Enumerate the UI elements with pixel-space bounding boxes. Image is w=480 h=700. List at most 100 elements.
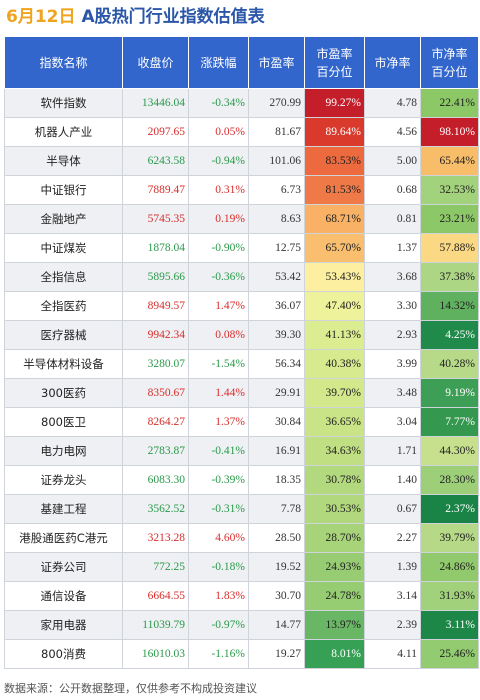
index-name-cell: 全指医药 (4, 291, 123, 321)
index-name-cell: 中证银行 (4, 175, 123, 205)
title-text: A股热门行业指数估值表 (81, 7, 265, 27)
pb-percentile-cell: 40.28% (420, 349, 479, 379)
pe-cell: 19.52 (248, 552, 305, 582)
pe-percentile-cell: 39.70% (304, 378, 365, 408)
pb-percentile-cell: 37.38% (420, 262, 479, 292)
change-pct-cell: -0.18% (188, 552, 249, 582)
table-row: 中证煤炭 1878.04 -0.90% 12.75 65.70% 1.37 57.88% (4, 233, 479, 263)
change-pct-cell: 1.44% (188, 378, 249, 408)
close-price-cell: 7889.47 (122, 175, 189, 205)
table-row: 证券公司 772.25 -0.18% 19.52 24.93% 1.39 24.86% (4, 552, 479, 582)
col-header-pb-percentile: 市净率 百分位 (420, 36, 479, 89)
pe-cell: 19.27 (248, 639, 305, 669)
table-row: 电力电网 2783.87 -0.41% 16.91 34.63% 1.71 44.30% (4, 436, 479, 466)
title-date: 6月12日 (6, 7, 76, 27)
close-price-cell: 5745.35 (122, 204, 189, 234)
pe-cell: 30.70 (248, 581, 305, 611)
change-pct-cell: -0.94% (188, 146, 249, 176)
index-name-cell: 医疗器械 (4, 320, 123, 350)
pb-cell: 2.93 (364, 320, 421, 350)
table-row: 中证银行 7889.47 0.31% 6.73 81.53% 0.68 32.53% (4, 175, 479, 205)
pe-cell: 14.77 (248, 610, 305, 640)
close-price-cell: 8264.27 (122, 407, 189, 437)
change-pct-cell: -1.16% (188, 639, 249, 669)
col-header-name: 指数名称 (4, 36, 123, 89)
index-name-cell: 家用电器 (4, 610, 123, 640)
pe-cell: 39.30 (248, 320, 305, 350)
close-price-cell: 2783.87 (122, 436, 189, 466)
pb-percentile-cell: 28.30% (420, 465, 479, 495)
change-pct-cell: 1.83% (188, 581, 249, 611)
pb-percentile-cell: 32.53% (420, 175, 479, 205)
table-row: 证券龙头 6083.30 -0.39% 18.35 30.78% 1.40 28.30% (4, 465, 479, 495)
change-pct-cell: 1.37% (188, 407, 249, 437)
close-price-cell: 3562.52 (122, 494, 189, 524)
pe-percentile-cell: 89.64% (304, 117, 365, 147)
pe-percentile-cell: 13.97% (304, 610, 365, 640)
pb-percentile-cell: 25.46% (420, 639, 479, 669)
pe-percentile-cell: 30.53% (304, 494, 365, 524)
pb-percentile-cell: 7.77% (420, 407, 479, 437)
index-name-cell: 基建工程 (4, 494, 123, 524)
close-price-cell: 3213.28 (122, 523, 189, 553)
table-row: 基建工程 3562.52 -0.31% 7.78 30.53% 0.67 2.37% (4, 494, 479, 524)
pb-cell: 4.56 (364, 117, 421, 147)
col-header-close: 收盘价 (122, 36, 189, 89)
change-pct-cell: -0.31% (188, 494, 249, 524)
pe-percentile-cell: 83.53% (304, 146, 365, 176)
pb-cell: 2.39 (364, 610, 421, 640)
pe-cell: 12.75 (248, 233, 305, 263)
pb-cell: 1.39 (364, 552, 421, 582)
pb-percentile-cell: 2.37% (420, 494, 479, 524)
pe-percentile-cell: 47.40% (304, 291, 365, 321)
table-row: 家用电器 11039.79 -0.97% 14.77 13.97% 2.39 3.11% (4, 610, 479, 640)
page-title: 6月12日 A股热门行业指数估值表 (6, 4, 265, 30)
close-price-cell: 8350.67 (122, 378, 189, 408)
table-row: 软件指数 13446.04 -0.34% 270.99 99.27% 4.78 22.41% (4, 88, 479, 118)
table-row: 机器人产业 2097.65 0.05% 81.67 89.64% 4.56 98.10% (4, 117, 479, 147)
pe-percentile-cell: 40.38% (304, 349, 365, 379)
index-name-cell: 证券公司 (4, 552, 123, 582)
col-header-pe: 市盈率 (248, 36, 305, 89)
index-name-cell: 半导体材料设备 (4, 349, 123, 379)
pb-percentile-cell: 14.32% (420, 291, 479, 321)
index-name-cell: 中证煤炭 (4, 233, 123, 263)
pe-percentile-cell: 53.43% (304, 262, 365, 292)
table-row: 800医卫 8264.27 1.37% 30.84 36.65% 3.04 7.77% (4, 407, 479, 437)
pe-percentile-cell: 34.63% (304, 436, 365, 466)
pb-cell: 5.00 (364, 146, 421, 176)
pe-cell: 81.67 (248, 117, 305, 147)
table-row: 300医药 8350.67 1.44% 29.91 39.70% 3.48 9.19% (4, 378, 479, 408)
pe-percentile-cell: 24.93% (304, 552, 365, 582)
header-row: 指数名称 收盘价 涨跌幅 市盈率 市盈率 百分位 市净率 市净率 百分位 (4, 36, 479, 89)
change-pct-cell: -0.41% (188, 436, 249, 466)
pe-cell: 18.35 (248, 465, 305, 495)
close-price-cell: 772.25 (122, 552, 189, 582)
pb-percentile-cell: 39.79% (420, 523, 479, 553)
pb-percentile-cell: 4.25% (420, 320, 479, 350)
pb-cell: 0.81 (364, 204, 421, 234)
pe-cell: 8.63 (248, 204, 305, 234)
col-header-change: 涨跌幅 (188, 36, 249, 89)
close-price-cell: 1878.04 (122, 233, 189, 263)
pb-percentile-cell: 9.19% (420, 378, 479, 408)
index-name-cell: 800医卫 (4, 407, 123, 437)
pb-percentile-cell: 98.10% (420, 117, 479, 147)
pb-cell: 3.04 (364, 407, 421, 437)
table-body: 软件指数 13446.04 -0.34% 270.99 99.27% 4.78 22.41%… (4, 88, 479, 669)
pe-cell: 36.07 (248, 291, 305, 321)
col-header-pe-percentile: 市盈率 百分位 (304, 36, 365, 89)
pb-percentile-cell: 24.86% (420, 552, 479, 582)
pb-percentile-cell: 44.30% (420, 436, 479, 466)
pe-cell: 270.99 (248, 88, 305, 118)
pb-percentile-cell: 65.44% (420, 146, 479, 176)
pe-percentile-cell: 68.71% (304, 204, 365, 234)
change-pct-cell: -0.36% (188, 262, 249, 292)
pb-cell: 4.11 (364, 639, 421, 669)
table-row: 医疗器械 9942.34 0.08% 39.30 41.13% 2.93 4.25% (4, 320, 479, 350)
close-price-cell: 9942.34 (122, 320, 189, 350)
index-name-cell: 港股通医药C港元 (4, 523, 123, 553)
pb-cell: 1.40 (364, 465, 421, 495)
pb-cell: 3.48 (364, 378, 421, 408)
pb-percentile-cell: 57.88% (420, 233, 479, 263)
